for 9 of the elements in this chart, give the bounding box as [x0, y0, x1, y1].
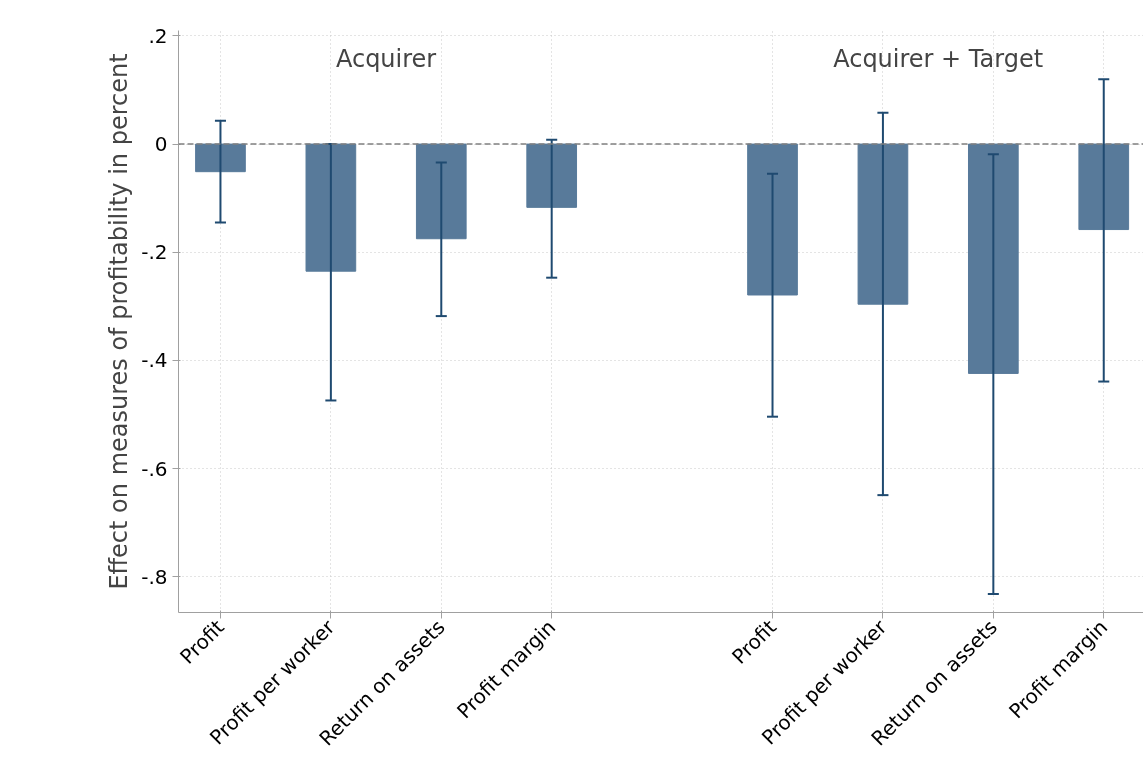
y-tick-label: 0	[154, 132, 168, 157]
y-tick-label: -.6	[141, 456, 168, 481]
y-tick-label: -.8	[141, 564, 168, 589]
y-tick-label: -.2	[141, 240, 168, 265]
y-tick-label: -.4	[141, 348, 168, 373]
y-tick-label: .2	[148, 23, 168, 48]
y-axis-title: Effect on measures of profitability in percent	[105, 53, 134, 590]
annotation: Acquirer + Target	[833, 44, 1044, 73]
annotation: Acquirer	[335, 44, 437, 73]
